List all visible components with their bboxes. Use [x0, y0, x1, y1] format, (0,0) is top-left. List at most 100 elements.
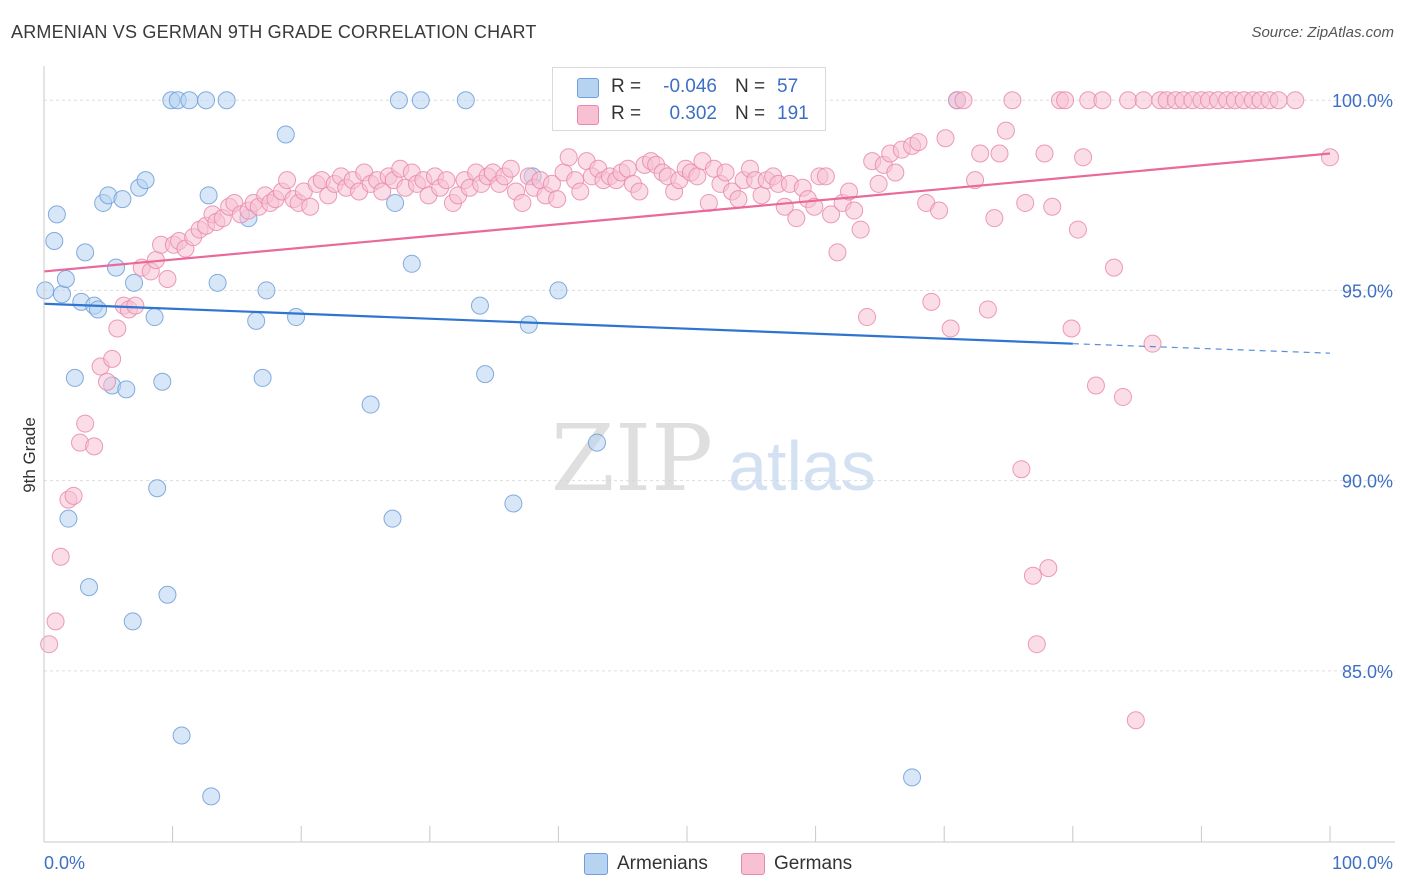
german-point	[618, 159, 637, 178]
armenian-point	[519, 315, 538, 334]
german-point	[1269, 91, 1288, 110]
armenian-point	[89, 300, 108, 319]
armenian-point	[158, 585, 177, 604]
armenian-point	[257, 281, 276, 300]
german-point	[985, 209, 1004, 228]
german-point	[716, 163, 735, 182]
x-tick-label: 100.0%	[1332, 853, 1393, 873]
german-point	[805, 197, 824, 216]
german-point	[630, 182, 649, 201]
german-point	[46, 612, 65, 631]
y-tick-label: 85.0%	[1342, 662, 1393, 682]
german-point	[1126, 711, 1145, 730]
r-value: -0.046	[663, 76, 717, 97]
german-point	[909, 133, 928, 152]
n-label: N =	[735, 76, 766, 97]
german-point	[373, 182, 392, 201]
german-point	[1119, 91, 1138, 110]
german-point	[816, 167, 835, 186]
stats-row-germans: R = 0.302 N = 191	[553, 100, 825, 128]
german-point	[1068, 220, 1087, 239]
german-point	[990, 144, 1009, 163]
armenian-point	[125, 273, 144, 292]
armenians-trend-line	[43, 302, 1073, 345]
armenian-point	[386, 193, 405, 212]
german-point	[1143, 334, 1162, 353]
y-tick-label: 90.0%	[1342, 472, 1393, 492]
germans-swatch	[577, 105, 599, 125]
german-point	[64, 486, 83, 505]
german-point	[1113, 387, 1132, 406]
german-point	[936, 129, 955, 148]
armenian-point	[65, 368, 84, 387]
n-value: 191	[777, 103, 809, 124]
german-point	[76, 414, 95, 433]
armenians-legend-swatch	[584, 853, 608, 875]
source-label: Source: ZipAtlas.com	[1251, 24, 1394, 41]
armenian-point	[145, 308, 164, 327]
german-point	[1003, 91, 1022, 110]
armenians-series	[36, 91, 967, 806]
stats-legend: R = -0.046 N = 57 R = 0.302 N = 191	[552, 67, 826, 131]
german-point	[1104, 258, 1123, 277]
y-tick-label: 100.0%	[1332, 91, 1393, 111]
german-point	[840, 182, 859, 201]
armenian-point	[402, 254, 421, 273]
german-point	[1043, 197, 1062, 216]
german-point	[501, 159, 520, 178]
german-point	[1056, 91, 1075, 110]
chart-title: ARMENIAN VS GERMAN 9TH GRADE CORRELATION…	[11, 22, 537, 42]
german-point	[40, 635, 59, 654]
german-point	[1286, 91, 1305, 110]
german-point	[822, 205, 841, 224]
german-point	[571, 182, 590, 201]
axes: 85.0% 90.0% 95.0% 100.0% 0.0% 100.0% 9th Grade	[20, 66, 1395, 873]
armenian-point	[456, 91, 475, 110]
german-point	[941, 319, 960, 338]
watermark-zip: ZIP	[551, 405, 713, 512]
armenian-point	[117, 380, 136, 399]
german-point	[103, 349, 122, 368]
armenian-point	[470, 296, 489, 315]
german-point	[51, 547, 70, 566]
armenian-point	[76, 243, 95, 262]
armenian-point	[197, 91, 216, 110]
german-point	[954, 91, 973, 110]
armenian-point	[199, 186, 218, 205]
armenian-point	[47, 205, 66, 224]
german-point	[1016, 193, 1035, 212]
germans-legend-label: Germans	[774, 853, 853, 874]
german-point	[971, 144, 990, 163]
armenian-point	[80, 578, 99, 597]
armenian-point	[153, 372, 172, 391]
armenian-point	[587, 433, 606, 452]
german-point	[108, 319, 127, 338]
german-point	[1093, 91, 1112, 110]
german-point	[1321, 148, 1339, 167]
armenians-trend-extension	[1072, 343, 1331, 354]
german-point	[1039, 559, 1058, 578]
german-point	[688, 167, 707, 186]
trend-lines	[43, 152, 1331, 354]
german-point	[858, 308, 877, 327]
armenian-point	[903, 768, 922, 787]
armenian-point	[36, 281, 55, 300]
german-point	[1012, 460, 1031, 479]
n-value: 57	[777, 76, 799, 97]
german-point	[437, 171, 456, 190]
armenian-point	[361, 395, 380, 414]
r-value: 0.302	[669, 103, 717, 124]
watermark: ZIP atlas	[551, 405, 876, 512]
german-point	[1062, 319, 1081, 338]
armenian-point	[253, 368, 272, 387]
armenian-point	[476, 365, 495, 384]
y-axis-label: 9th Grade	[20, 417, 39, 493]
armenian-point	[56, 270, 75, 289]
german-point	[1027, 635, 1046, 654]
armenian-point	[180, 91, 199, 110]
german-point	[966, 171, 985, 190]
y-tick-label: 95.0%	[1342, 281, 1393, 301]
german-point	[787, 209, 806, 228]
n-label: N =	[735, 103, 766, 124]
